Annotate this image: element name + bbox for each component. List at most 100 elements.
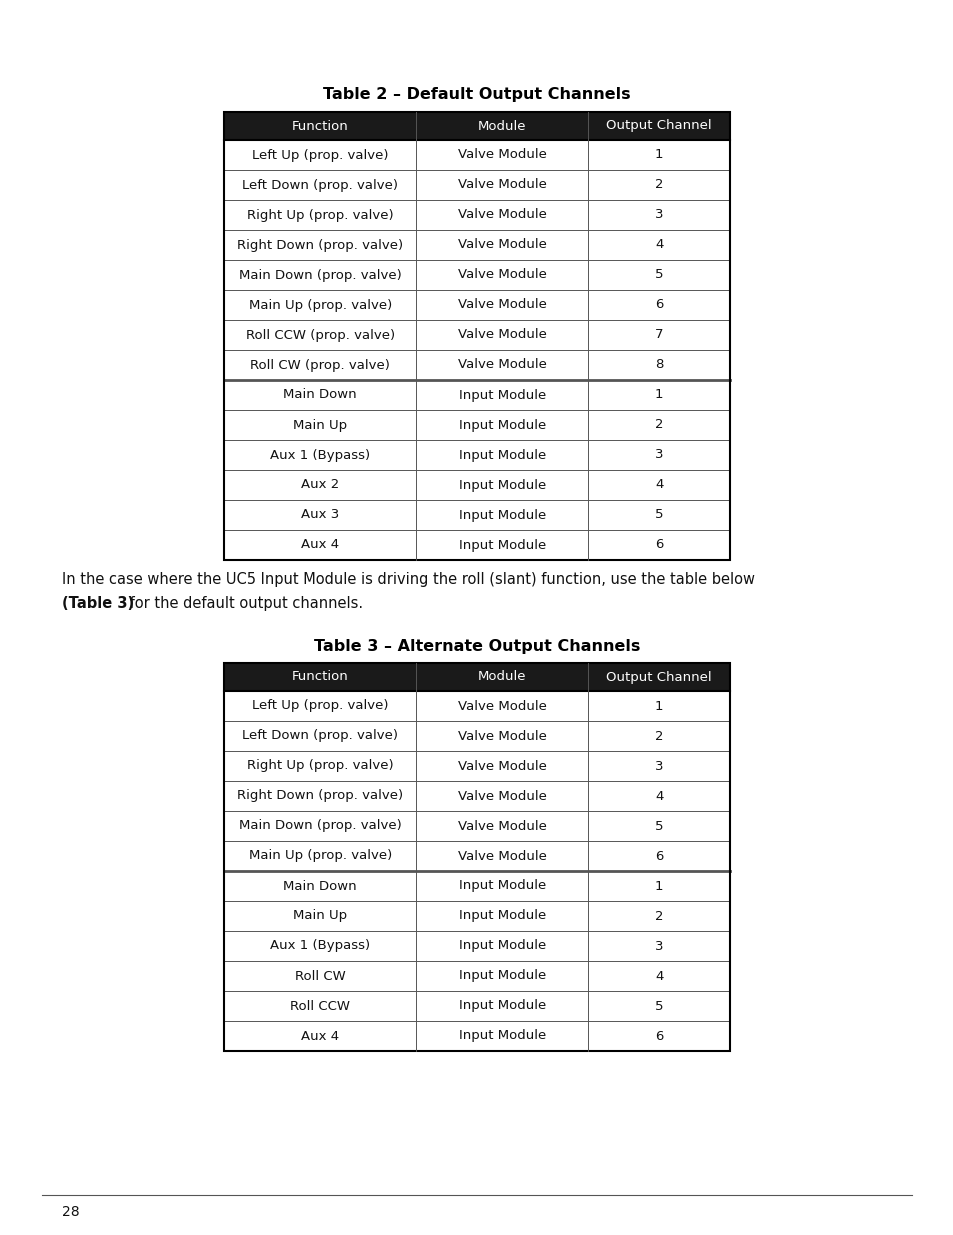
Text: 28: 28 bbox=[62, 1205, 79, 1219]
Text: Input Module: Input Module bbox=[458, 879, 545, 893]
Text: 6: 6 bbox=[655, 850, 662, 862]
Text: Main Down (prop. valve): Main Down (prop. valve) bbox=[238, 820, 401, 832]
Text: 3: 3 bbox=[654, 448, 662, 462]
Text: 5: 5 bbox=[654, 509, 662, 521]
Text: Valve Module: Valve Module bbox=[457, 268, 546, 282]
Text: Function: Function bbox=[292, 120, 348, 132]
Text: Input Module: Input Module bbox=[458, 909, 545, 923]
Text: Right Up (prop. valve): Right Up (prop. valve) bbox=[247, 760, 393, 773]
Text: Main Up (prop. valve): Main Up (prop. valve) bbox=[248, 299, 392, 311]
Bar bbox=[224, 961, 729, 990]
Bar bbox=[224, 410, 729, 440]
Text: Input Module: Input Module bbox=[458, 969, 545, 983]
Text: 8: 8 bbox=[655, 358, 662, 372]
Bar bbox=[224, 781, 729, 811]
Text: 5: 5 bbox=[654, 820, 662, 832]
Text: Roll CW (prop. valve): Roll CW (prop. valve) bbox=[250, 358, 390, 372]
Text: Valve Module: Valve Module bbox=[457, 820, 546, 832]
Text: Valve Module: Valve Module bbox=[457, 299, 546, 311]
Text: for the default output channels.: for the default output channels. bbox=[125, 597, 363, 611]
Text: Right Down (prop. valve): Right Down (prop. valve) bbox=[237, 238, 403, 252]
Text: Main Up (prop. valve): Main Up (prop. valve) bbox=[248, 850, 392, 862]
Bar bbox=[224, 112, 729, 140]
Text: Valve Module: Valve Module bbox=[457, 209, 546, 221]
Text: 1: 1 bbox=[654, 879, 662, 893]
Text: Table 2 – Default Output Channels: Table 2 – Default Output Channels bbox=[323, 88, 630, 103]
Bar bbox=[224, 440, 729, 471]
Text: Main Down: Main Down bbox=[283, 879, 356, 893]
Bar bbox=[224, 471, 729, 500]
Text: 5: 5 bbox=[654, 999, 662, 1013]
Text: 2: 2 bbox=[654, 909, 662, 923]
Text: 3: 3 bbox=[654, 940, 662, 952]
Text: Input Module: Input Module bbox=[458, 940, 545, 952]
Text: 1: 1 bbox=[654, 699, 662, 713]
Text: Aux 1 (Bypass): Aux 1 (Bypass) bbox=[270, 940, 370, 952]
Text: 2: 2 bbox=[654, 730, 662, 742]
Text: Valve Module: Valve Module bbox=[457, 358, 546, 372]
Text: Aux 4: Aux 4 bbox=[301, 1030, 339, 1042]
Text: 6: 6 bbox=[655, 538, 662, 552]
Bar bbox=[224, 380, 729, 410]
Text: 3: 3 bbox=[654, 209, 662, 221]
Text: In the case where the UC5 Input Module is driving the roll (slant) function, use: In the case where the UC5 Input Module i… bbox=[62, 572, 754, 587]
Text: Left Up (prop. valve): Left Up (prop. valve) bbox=[252, 699, 388, 713]
Text: Right Down (prop. valve): Right Down (prop. valve) bbox=[237, 789, 403, 803]
Text: 4: 4 bbox=[655, 789, 662, 803]
Text: Roll CW: Roll CW bbox=[294, 969, 345, 983]
Bar bbox=[224, 112, 729, 559]
Bar bbox=[224, 663, 729, 692]
Bar bbox=[224, 140, 729, 170]
Bar bbox=[224, 663, 729, 1051]
Bar bbox=[224, 170, 729, 200]
Bar bbox=[224, 230, 729, 261]
Bar bbox=[224, 500, 729, 530]
Text: Right Up (prop. valve): Right Up (prop. valve) bbox=[247, 209, 393, 221]
Text: Input Module: Input Module bbox=[458, 389, 545, 401]
Bar bbox=[224, 692, 729, 721]
Text: Input Module: Input Module bbox=[458, 419, 545, 431]
Text: (Table 3): (Table 3) bbox=[62, 597, 134, 611]
Text: Valve Module: Valve Module bbox=[457, 148, 546, 162]
Text: 4: 4 bbox=[655, 969, 662, 983]
Text: Input Module: Input Module bbox=[458, 478, 545, 492]
Text: 7: 7 bbox=[654, 329, 662, 342]
Text: 5: 5 bbox=[654, 268, 662, 282]
Text: 2: 2 bbox=[654, 179, 662, 191]
Text: Valve Module: Valve Module bbox=[457, 760, 546, 773]
Bar bbox=[224, 871, 729, 902]
Bar bbox=[224, 902, 729, 931]
Text: Valve Module: Valve Module bbox=[457, 179, 546, 191]
Bar bbox=[224, 530, 729, 559]
Bar bbox=[224, 811, 729, 841]
Text: 1: 1 bbox=[654, 389, 662, 401]
Bar bbox=[224, 841, 729, 871]
Text: Main Up: Main Up bbox=[293, 419, 347, 431]
Text: 4: 4 bbox=[655, 478, 662, 492]
Text: Module: Module bbox=[477, 120, 526, 132]
Text: Input Module: Input Module bbox=[458, 509, 545, 521]
Bar bbox=[224, 1021, 729, 1051]
Text: Input Module: Input Module bbox=[458, 999, 545, 1013]
Text: Main Down: Main Down bbox=[283, 389, 356, 401]
Text: 6: 6 bbox=[655, 299, 662, 311]
Bar bbox=[224, 261, 729, 290]
Text: Aux 3: Aux 3 bbox=[301, 509, 339, 521]
Text: Roll CCW: Roll CCW bbox=[290, 999, 350, 1013]
Text: Valve Module: Valve Module bbox=[457, 329, 546, 342]
Text: Valve Module: Valve Module bbox=[457, 730, 546, 742]
Bar bbox=[224, 350, 729, 380]
Text: Output Channel: Output Channel bbox=[606, 120, 711, 132]
Text: Function: Function bbox=[292, 671, 348, 683]
Text: Valve Module: Valve Module bbox=[457, 789, 546, 803]
Text: Module: Module bbox=[477, 671, 526, 683]
Text: Valve Module: Valve Module bbox=[457, 238, 546, 252]
Text: Main Down (prop. valve): Main Down (prop. valve) bbox=[238, 268, 401, 282]
Text: 3: 3 bbox=[654, 760, 662, 773]
Bar bbox=[224, 990, 729, 1021]
Bar bbox=[224, 751, 729, 781]
Text: Output Channel: Output Channel bbox=[606, 671, 711, 683]
Bar bbox=[224, 931, 729, 961]
Text: 1: 1 bbox=[654, 148, 662, 162]
Text: Input Module: Input Module bbox=[458, 1030, 545, 1042]
